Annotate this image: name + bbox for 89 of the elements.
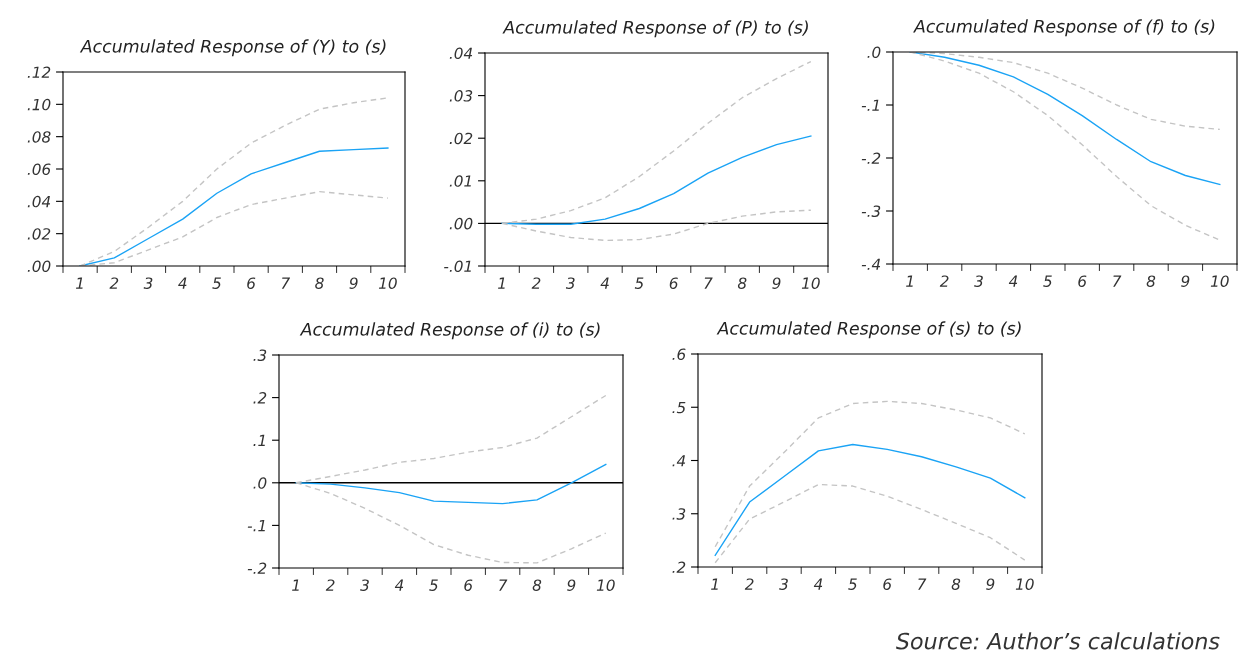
x-tick-label: 7 — [704, 277, 713, 289]
y-tick-label: .06 — [27, 163, 51, 176]
line-series — [714, 483, 1026, 564]
y-tick-label: .02 — [449, 132, 473, 145]
x-tick-label: 5 — [848, 578, 857, 590]
x-tick-label: 1 — [292, 579, 299, 591]
x-tick-label: 1 — [498, 277, 505, 289]
x-tick-label: 10 — [801, 277, 820, 289]
y-tick-label: -.01 — [444, 260, 471, 273]
x-tick-label: 8 — [532, 579, 542, 591]
y-tick-label: -.3 — [861, 205, 881, 218]
x-tick-label: 9 — [567, 579, 576, 591]
x-tick-label: 8 — [737, 277, 747, 289]
y-tick-label: -.4 — [861, 258, 881, 270]
x-tick-label: 4 — [1008, 275, 1018, 287]
y-tick-label: .04 — [27, 195, 51, 208]
line-series — [714, 443, 1026, 556]
y-tick-label: .00 — [449, 217, 473, 230]
y-tick-label: .4 — [672, 455, 686, 467]
y-tick-label: .04 — [449, 47, 473, 60]
x-tick-label: 6 — [464, 579, 473, 591]
x-tick-label: 6 — [883, 578, 892, 590]
y-tick-label: .5 — [672, 401, 686, 414]
x-tick-label: 9 — [349, 277, 358, 289]
x-tick-label: 1 — [711, 578, 718, 590]
x-tick-label: 3 — [360, 579, 369, 591]
x-tick-label: 5 — [212, 277, 221, 289]
x-tick-label: 6 — [669, 277, 678, 289]
x-tick-label: 7 — [918, 578, 927, 590]
x-tick-label: 6 — [247, 277, 256, 289]
line-series — [501, 135, 812, 225]
x-tick-label: 8 — [951, 578, 961, 590]
x-tick-label: 8 — [315, 277, 324, 289]
x-tick-label: 5 — [1043, 275, 1052, 287]
x-tick-label: 7 — [499, 579, 508, 591]
x-tick-label: 3 — [779, 578, 788, 590]
x-tick-label: 2 — [744, 578, 754, 590]
chart-title: Accumulated Response of (i) to (s) — [299, 322, 600, 340]
line-series — [714, 400, 1026, 548]
y-tick-label: .2 — [672, 561, 686, 573]
x-tick-label: 4 — [394, 579, 404, 591]
y-tick-label: .1 — [253, 434, 265, 446]
y-tick-label: -.1 — [247, 520, 265, 532]
y-tick-label: .02 — [27, 228, 51, 240]
chart-title: Accumulated Response of (f) to (s) — [913, 19, 1215, 37]
x-tick-label: 10 — [1015, 578, 1034, 590]
x-tick-label: 6 — [1078, 275, 1087, 287]
x-tick-label: 8 — [1146, 275, 1156, 287]
y-tick-label: .08 — [27, 131, 51, 143]
y-tick-label: .03 — [449, 90, 473, 102]
y-tick-label: .12 — [27, 66, 51, 78]
y-tick-label: .0 — [867, 46, 881, 59]
y-tick-label: -.2 — [247, 562, 267, 574]
y-tick-label: .0 — [253, 477, 267, 489]
x-tick-label: 2 — [109, 277, 119, 289]
x-tick-label: 5 — [634, 277, 644, 289]
x-tick-label: 9 — [1181, 275, 1190, 287]
x-tick-label: 7 — [281, 277, 291, 289]
x-tick-label: 9 — [986, 578, 995, 590]
y-tick-label: .00 — [27, 260, 51, 273]
y-tick-label: .01 — [449, 175, 471, 187]
y-tick-label: .10 — [27, 98, 51, 111]
x-tick-label: 10 — [1210, 275, 1229, 287]
x-tick-label: 2 — [939, 275, 949, 287]
x-tick-label: 5 — [429, 579, 438, 591]
x-tick-label: 10 — [378, 277, 397, 289]
chart-title: Accumulated Response of (s) to (s) — [716, 321, 1021, 339]
x-tick-label: 1 — [906, 275, 913, 287]
chart-title: Accumulated Response of (P) to (s) — [502, 20, 808, 38]
y-tick-label: .2 — [253, 392, 267, 404]
x-tick-label: 9 — [772, 277, 781, 289]
x-tick-label: 4 — [600, 277, 609, 289]
x-tick-label: 4 — [813, 578, 823, 590]
y-tick-label: .6 — [672, 348, 686, 361]
x-tick-label: 3 — [565, 277, 575, 289]
y-tick-label: .3 — [253, 349, 267, 362]
y-tick-label: -.2 — [861, 152, 881, 164]
y-tick-label: .3 — [672, 508, 686, 520]
x-tick-label: 2 — [531, 277, 541, 289]
x-tick-label: 3 — [974, 275, 983, 287]
source-note: Source: Author’s calculations — [896, 632, 1220, 650]
x-tick-label: 3 — [143, 277, 153, 289]
y-tick-label: -.1 — [861, 99, 879, 111]
x-tick-label: 4 — [178, 277, 187, 289]
x-tick-label: 10 — [596, 579, 615, 591]
x-tick-label: 7 — [1113, 275, 1122, 287]
chart-title: Accumulated Response of (Y) to (s) — [79, 39, 386, 57]
x-tick-label: 1 — [75, 277, 83, 289]
x-tick-label: 2 — [325, 579, 335, 591]
